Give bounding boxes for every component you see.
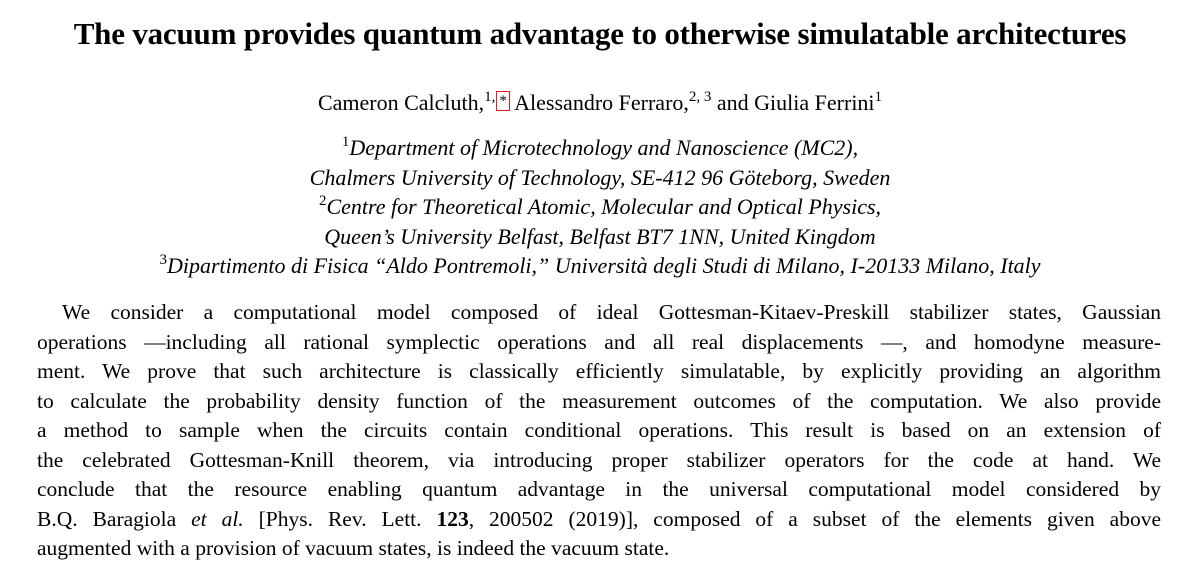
affiliation-text: Centre for Theoretical Atomic, Molecular… xyxy=(326,194,882,219)
affiliation-number: 1 xyxy=(341,134,350,150)
et-al-italic: et al. xyxy=(191,506,244,531)
abstract-line: ment. We prove that such architecture is… xyxy=(37,359,1161,383)
author-name: Alessandro Ferraro, xyxy=(514,90,689,115)
abstract-line: the celebrated Gottesman-Knill theorem, … xyxy=(37,447,1161,472)
abstract-line: a method to sample when the circuits con… xyxy=(37,418,1161,442)
affiliation-text: Department of Microtechnology and Nanosc… xyxy=(349,135,859,160)
author-affiliation-number: 1 xyxy=(874,89,883,105)
abstract-text: [Phys. Rev. Lett. xyxy=(243,506,437,531)
journal-volume: 123 xyxy=(436,506,469,531)
affiliation-line: 2Centre for Theoretical Atomic, Molecula… xyxy=(0,192,1200,222)
abstract-line: to calculate the probability density fun… xyxy=(37,388,1161,413)
footnote-marker-box[interactable]: * xyxy=(496,91,510,111)
affiliation-line: Chalmers University of Technology, SE-41… xyxy=(0,163,1200,193)
author-affiliation-number: 1, xyxy=(484,89,496,105)
affiliation-line: 1Department of Microtechnology and Nanos… xyxy=(0,133,1200,163)
abstract-line: B.Q. Baragiola et al. [Phys. Rev. Lett. … xyxy=(37,505,1161,535)
affiliation-text: Queen’s University Belfast, Belfast BT7 … xyxy=(324,223,876,249)
author-affiliation-number: 2, 3 xyxy=(688,89,712,105)
abstract-text: B.Q. Baragiola xyxy=(37,506,192,531)
affiliation-line: 3Dipartimento di Fisica “Aldo Pontremoli… xyxy=(0,251,1200,281)
abstract-line: We consider a computational model compos… xyxy=(62,300,1161,324)
affiliation-number: 3 xyxy=(159,252,167,268)
abstract-line: conclude that the resource enabling quan… xyxy=(37,477,1161,501)
author-list: Cameron Calcluth,1, * Alessandro Ferraro,… xyxy=(0,88,1200,118)
affiliation-text: Dipartimento di Fisica “Aldo Pontremoli,… xyxy=(166,253,1041,278)
abstract-line: operations —including all rational sympl… xyxy=(37,329,1161,354)
author-name: Giulia Ferrini xyxy=(754,90,875,115)
affiliation-number: 2 xyxy=(318,193,327,209)
affiliation-line: Queen’s University Belfast, Belfast BT7 … xyxy=(0,222,1200,252)
author-conjunction: and xyxy=(716,90,749,115)
abstract-text: , 200502 (2019)], composed of a subset o… xyxy=(468,506,1161,531)
abstract-line: augmented with a provision of vacuum sta… xyxy=(37,536,670,560)
abstract: We consider a computational model compos… xyxy=(37,298,1161,564)
paper-title: The vacuum provides quantum advantage to… xyxy=(73,16,1127,51)
affiliation-list: 1Department of Microtechnology and Nanos… xyxy=(0,133,1200,281)
author-name: Cameron Calcluth, xyxy=(317,90,485,115)
affiliation-text: Chalmers University of Technology, SE-41… xyxy=(309,164,891,190)
